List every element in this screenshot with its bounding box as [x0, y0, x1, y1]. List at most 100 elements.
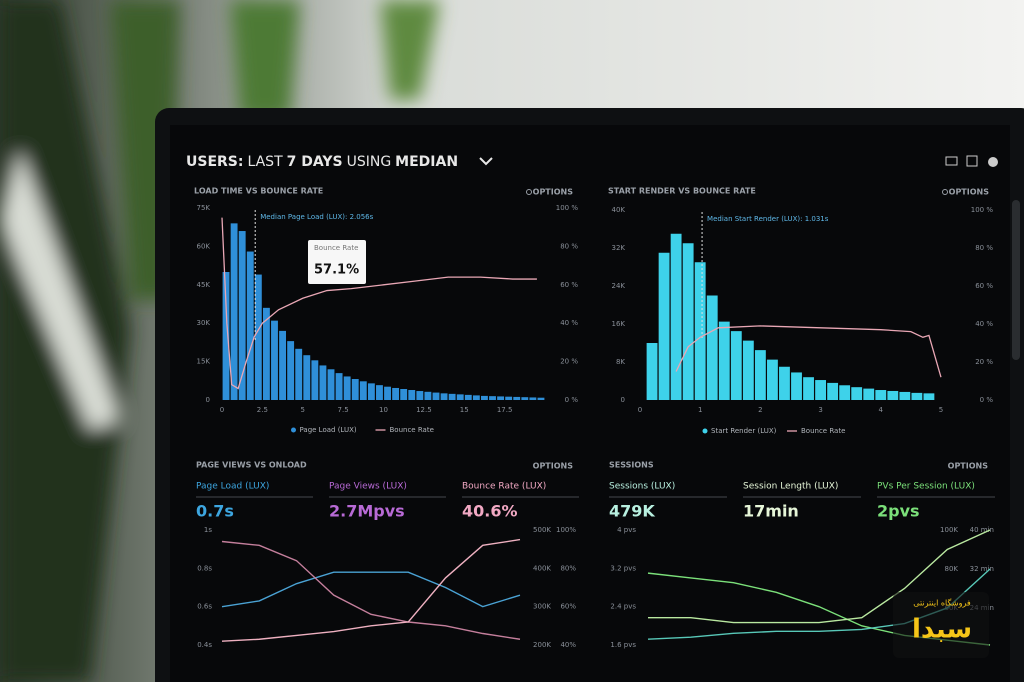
metric-label: Page Load (LUX) [196, 482, 269, 492]
y-tick-label: 24K [612, 282, 626, 290]
y2-tick-label: 20 % [560, 358, 578, 366]
y2-tick-label: 80 % [560, 242, 578, 250]
x-tick-label: 5 [939, 406, 943, 414]
y-tick-label: 75K [197, 204, 211, 212]
bar [448, 393, 456, 400]
bar [408, 390, 416, 400]
bar [505, 396, 513, 400]
options-link[interactable]: OPTIONS [949, 188, 990, 197]
bar [295, 348, 303, 400]
monitor-icon[interactable] [945, 156, 958, 166]
bar [742, 340, 754, 400]
bar [230, 223, 238, 400]
y2-tick-label: 0 % [565, 396, 579, 404]
options-icon[interactable] [942, 189, 948, 195]
options-link[interactable]: OPTIONS [533, 188, 574, 197]
title-part: MEDIAN [395, 154, 458, 170]
panel-title: PAGE VIEWS VS ONLOAD [196, 461, 307, 470]
bar [887, 390, 899, 400]
y2-tick-label: 100 % [971, 206, 994, 214]
bar [343, 376, 351, 400]
x-tick-label: 0 [220, 406, 224, 414]
bar [646, 343, 658, 400]
bar [730, 331, 742, 400]
tooltip-value: 57.1% [314, 263, 359, 278]
x-tick-label: 1 [698, 406, 702, 414]
y-tick-label: 45K [197, 281, 211, 289]
x-tick-label: 4 [879, 406, 884, 414]
y-tick-label: 0 [206, 396, 210, 404]
bar [384, 386, 391, 400]
bar [246, 251, 254, 400]
y2-tick-label: 100 % [556, 204, 579, 212]
bar [335, 373, 343, 400]
metric-label: Bounce Rate (LUX) [462, 482, 546, 492]
y2-tick-label: 40 % [975, 320, 993, 328]
plant [0, 0, 440, 682]
screen [170, 125, 1010, 682]
y2-tick-label: 0 % [980, 396, 994, 404]
y2-tick-label: 80 % [975, 244, 993, 252]
series-line [221, 540, 521, 640]
y-tick-label: 32K [612, 244, 626, 252]
tick-label: 80K [945, 565, 959, 573]
bar [287, 341, 295, 400]
bar [839, 385, 851, 400]
tick-label: 100K [940, 526, 958, 534]
bar [670, 233, 682, 400]
panel-title: START RENDER VS BOUNCE RATE [608, 187, 756, 196]
x-tick-label: 3 [818, 406, 822, 414]
bar [529, 397, 537, 400]
bar [319, 365, 327, 400]
title-part: USING [347, 154, 392, 170]
metric-value: 479K [609, 502, 655, 521]
y2-tick-label: 60 % [975, 282, 993, 290]
options-link[interactable]: OPTIONS [533, 462, 574, 471]
bar [222, 272, 230, 400]
bar [875, 390, 887, 400]
help-icon[interactable] [988, 157, 998, 167]
metric-value: 2.7Mpvs [329, 502, 405, 521]
tick-label: 100% [556, 526, 576, 534]
tooltip-label: Bounce Rate [314, 244, 358, 252]
y2-tick-label: 60 % [560, 281, 578, 289]
metric-value: 17min [743, 502, 799, 521]
tick-label: 32 min [970, 565, 994, 573]
series-line [221, 571, 521, 608]
bar [424, 391, 432, 400]
metric-label: Sessions (LUX) [609, 482, 675, 492]
image-icon[interactable] [966, 155, 978, 167]
legend-swatch [291, 427, 296, 433]
options-link[interactable]: OPTIONS [948, 462, 989, 471]
title-part: LAST [247, 154, 283, 170]
metric-label: Session Length (LUX) [743, 482, 838, 492]
tooltip [308, 240, 366, 284]
dashboard: USERS: LAST 7 DAYS USING MEDIAN LOAD TIME VS … [186, 154, 995, 658]
dropdown-chevron[interactable] [479, 157, 493, 166]
tick-label: 3.2 pvs [610, 564, 636, 572]
bar [827, 382, 839, 400]
bar [464, 394, 472, 400]
tick-label: 40 min [970, 526, 994, 534]
bar [456, 394, 464, 400]
bar [513, 396, 521, 400]
y2-tick-label: 20 % [975, 358, 993, 366]
options-icon[interactable] [526, 189, 532, 195]
x-tick-label: 5 [301, 406, 305, 414]
tick-label: 1s [204, 526, 212, 534]
bar [279, 330, 286, 400]
legend-label: Bounce Rate [390, 426, 434, 434]
bar [899, 391, 911, 400]
y-tick-label: 8K [616, 358, 625, 366]
tick-label: 4 pvs [617, 526, 636, 534]
median-label: Median Start Render (LUX): 1.031s [707, 215, 829, 223]
y-tick-label: 15K [197, 358, 211, 366]
bar [311, 360, 319, 400]
y-tick-label: 0 [621, 396, 625, 404]
tick-label: 40% [560, 641, 576, 649]
watermark-badge [893, 592, 989, 658]
bar [923, 393, 935, 400]
x-tick-label: 0 [638, 406, 642, 414]
metric-label: PVs Per Session (LUX) [877, 482, 975, 492]
